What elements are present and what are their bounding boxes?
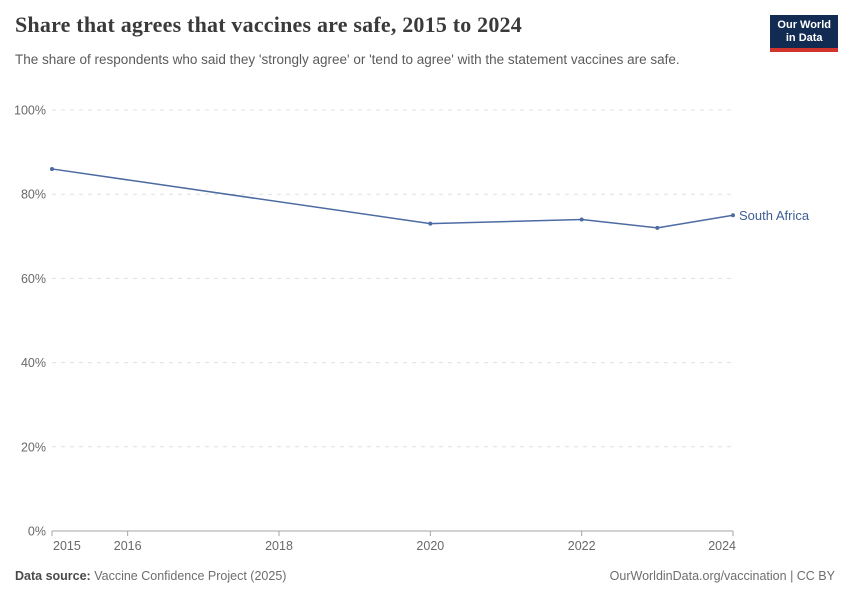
data-source: Data source: Vaccine Confidence Project … <box>15 569 286 583</box>
x-axis-tick-label: 2016 <box>114 539 142 553</box>
y-axis-tick-label: 40% <box>21 356 46 370</box>
y-axis-tick-label: 80% <box>21 188 46 202</box>
x-axis-tick-label: 2024 <box>708 539 736 553</box>
data-point-marker[interactable] <box>731 213 735 218</box>
credit-link[interactable]: OurWorldinData.org/vaccination | CC BY <box>609 569 835 583</box>
data-point-marker[interactable] <box>579 217 584 222</box>
y-axis-tick-label: 20% <box>21 440 46 454</box>
x-axis-tick-label: 2020 <box>416 539 444 553</box>
y-axis-tick-label: 60% <box>21 272 46 286</box>
y-axis-tick-label: 100% <box>14 104 46 118</box>
x-axis-tick-label: 2015 <box>53 539 81 553</box>
chart-subtitle: The share of respondents who said they '… <box>15 52 680 67</box>
x-axis-tick-label: 2022 <box>568 539 596 553</box>
data-point-marker[interactable] <box>50 166 54 171</box>
owid-logo-line2: in Data <box>785 32 823 44</box>
data-source-label: Data source: <box>15 569 91 583</box>
data-point-marker[interactable] <box>655 225 660 230</box>
series-label-south-africa[interactable]: South Africa <box>739 208 810 223</box>
owid-logo-line1: Our World <box>777 19 831 31</box>
data-point-marker[interactable] <box>428 221 433 226</box>
y-axis-tick-label: 0% <box>28 525 46 539</box>
data-source-value: Vaccine Confidence Project (2025) <box>90 569 287 583</box>
owid-logo[interactable]: Our World in Data <box>770 15 838 52</box>
page-title: Share that agrees that vaccines are safe… <box>15 12 522 37</box>
series-line[interactable] <box>51 168 734 229</box>
x-axis-tick-label: 2018 <box>265 539 293 553</box>
